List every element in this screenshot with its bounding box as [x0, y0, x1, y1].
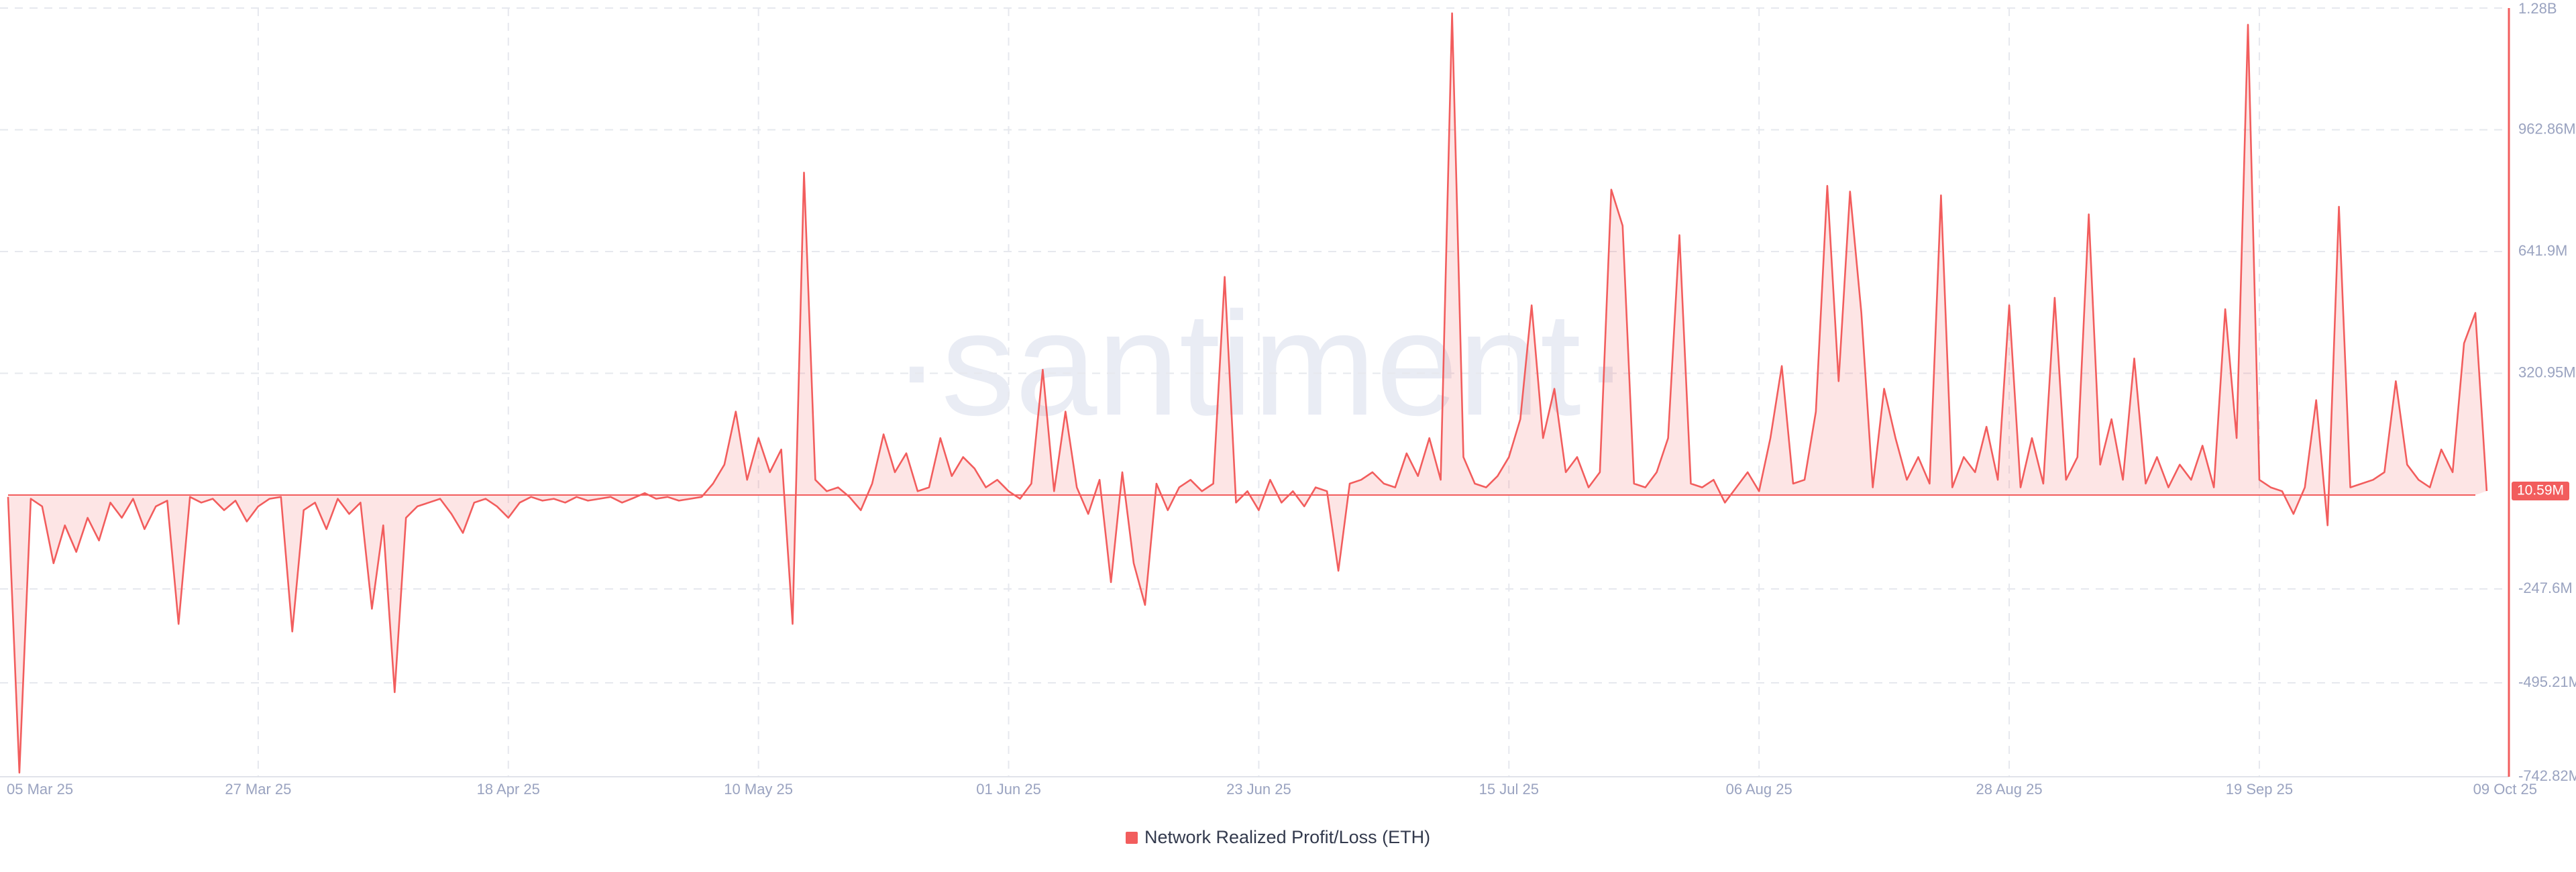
y-tick-label: 1.28B [2518, 0, 2557, 17]
y-tick-label: -495.21M [2518, 673, 2576, 690]
x-tick-label: 06 Aug 25 [1726, 781, 1792, 798]
x-tick-label: 23 Jun 25 [1226, 781, 1291, 798]
y-tick-label: -247.6M [2518, 580, 2573, 596]
x-tick-label: 09 Oct 25 [2473, 781, 2537, 798]
x-tick-label: 15 Jul 25 [1479, 781, 1539, 798]
x-tick-label: 05 Mar 25 [7, 781, 73, 798]
watermark: ·santiment· [892, 281, 1630, 446]
legend-label: Network Realized Profit/Loss (ETH) [1144, 827, 1430, 847]
x-tick-label: 10 May 25 [724, 781, 793, 798]
x-tick-label: 01 Jun 25 [976, 781, 1041, 798]
x-tick-label: 28 Aug 25 [1976, 781, 2043, 798]
legend-swatch [1126, 832, 1138, 844]
y-tick-label: 641.9M [2518, 242, 2567, 259]
legend-item: Network Realized Profit/Loss (ETH) [1126, 827, 1430, 847]
x-tick-label: 27 Mar 25 [225, 781, 291, 798]
line [7, 12, 2488, 774]
y-tick-label: 320.95M [2518, 364, 2576, 380]
y-tick-label: 962.86M [2518, 120, 2576, 137]
last-value-tag [2512, 481, 2569, 500]
x-tick-label: 19 Sep 25 [2226, 781, 2293, 798]
x-tick-label: 18 Apr 25 [477, 781, 540, 798]
y-tick-label: -742.82M [2518, 767, 2576, 784]
last-value-label: 10.59M [2517, 483, 2564, 498]
